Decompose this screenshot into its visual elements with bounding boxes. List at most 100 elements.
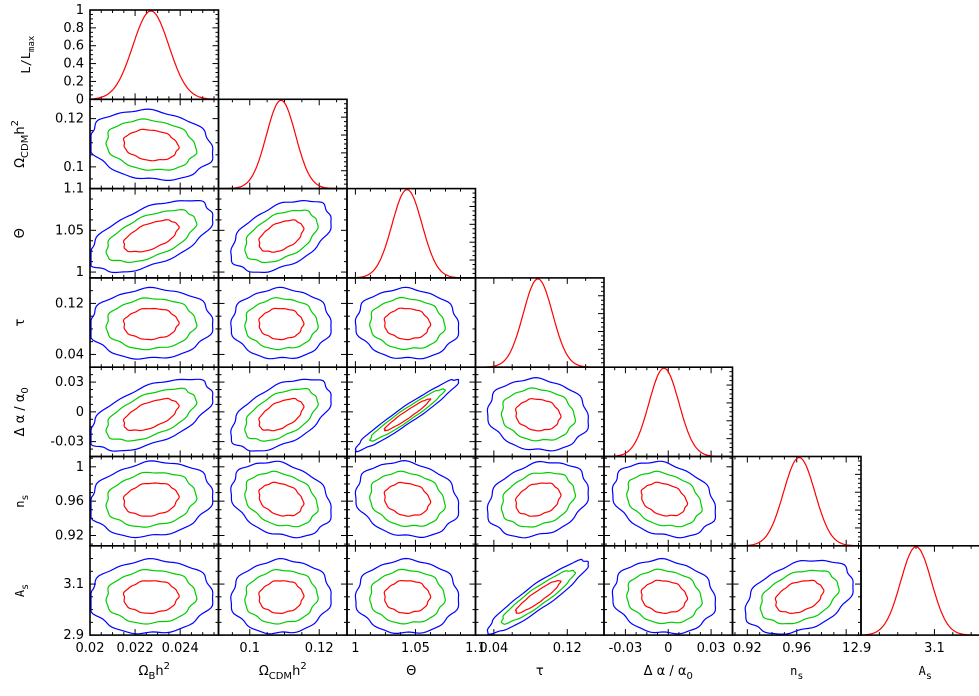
contour-1sigma-tau-alpha bbox=[514, 398, 562, 432]
x-tick-label: -0.03 bbox=[609, 641, 643, 656]
panel-frame bbox=[89, 187, 220, 279]
x-tick-label: 1.1 bbox=[465, 641, 486, 656]
x-tick-label: 1 bbox=[351, 641, 359, 656]
contour-3sigma-tau-ns bbox=[486, 460, 590, 539]
contour-1sigma-omb-alpha bbox=[122, 397, 180, 432]
panel-frame bbox=[346, 187, 477, 279]
contour-3sigma-omb-ns bbox=[90, 460, 214, 539]
contour-2sigma-tau-ns bbox=[500, 472, 577, 528]
contour-3sigma-omb-tau bbox=[90, 286, 214, 360]
likelihood-curve-theta bbox=[347, 188, 476, 279]
y-tick-label: 0.1 bbox=[63, 160, 84, 175]
contour-2sigma-tau-As bbox=[500, 569, 577, 625]
y-axis-label-tau: τ bbox=[13, 318, 28, 326]
contour-3sigma-tau-As bbox=[486, 558, 590, 635]
contour-3sigma-omc-alpha bbox=[230, 378, 332, 452]
contour-2sigma-omb-As bbox=[105, 568, 198, 625]
contour-1sigma-omb-ns bbox=[122, 482, 180, 517]
panel-frame bbox=[474, 366, 605, 458]
contour-3sigma-omb-alpha bbox=[90, 378, 214, 452]
contour-2sigma-omc-alpha bbox=[244, 387, 319, 442]
likelihood-curve-tau bbox=[475, 278, 604, 368]
panel-frame bbox=[89, 277, 220, 368]
contour-1sigma-omb-As bbox=[122, 580, 180, 614]
contour-3sigma-omc-tau bbox=[230, 286, 332, 360]
contour-2sigma-omc-tau bbox=[244, 297, 319, 351]
x-tick-label: 0.024 bbox=[162, 641, 199, 656]
panel-frame bbox=[603, 544, 734, 636]
y-tick-label: 2.9 bbox=[63, 628, 84, 643]
x-axis-label-omc: ΩCDMh2 bbox=[259, 661, 307, 682]
likelihood-curve-alpha bbox=[604, 367, 733, 458]
likelihood-curve-omc bbox=[218, 99, 347, 190]
y-axis-label-As: As bbox=[13, 584, 31, 597]
contour-1sigma-alpha-As bbox=[640, 579, 689, 615]
contour-3sigma-theta-As bbox=[354, 557, 460, 634]
x-tick-label: 0.03 bbox=[697, 641, 726, 656]
contour-2sigma-omb-theta bbox=[105, 208, 198, 264]
contour-2sigma-omb-omc bbox=[105, 118, 198, 171]
contour-3sigma-omb-theta bbox=[90, 200, 214, 274]
y-tick-label: 0.12 bbox=[55, 296, 84, 311]
contour-3sigma-omc-ns bbox=[230, 460, 332, 539]
likelihood-curve-ns bbox=[732, 456, 861, 547]
y-tick-label: 0.04 bbox=[55, 347, 84, 362]
y-tick-label: 0.8 bbox=[63, 21, 84, 36]
panel-frame bbox=[89, 98, 220, 190]
y-tick-label: 0.92 bbox=[55, 528, 84, 543]
x-axis-label-ns: ns bbox=[790, 664, 803, 682]
contour-1sigma-tau-ns bbox=[514, 482, 562, 517]
x-axis-label-alpha: Δ α / α0 bbox=[644, 664, 693, 682]
contour-1sigma-theta-As bbox=[383, 579, 432, 614]
x-tick-label: 0.12 bbox=[305, 641, 334, 656]
contour-3sigma-omb-omc bbox=[90, 108, 214, 181]
y-tick-label: 1 bbox=[76, 460, 84, 475]
y-axis-label-likelihood: L/Lmax bbox=[19, 35, 37, 74]
contour-2sigma-theta-As bbox=[369, 568, 446, 625]
contour-3sigma-ns-As bbox=[744, 559, 854, 635]
y-tick-label: 1.05 bbox=[55, 223, 84, 238]
contour-2sigma-omb-tau bbox=[105, 297, 198, 351]
contour-1sigma-omc-tau bbox=[258, 307, 305, 341]
contour-1sigma-theta-tau bbox=[383, 307, 432, 341]
x-tick-label: 0.1 bbox=[239, 641, 260, 656]
panel-frame bbox=[474, 544, 605, 636]
x-tick-label: 0.022 bbox=[116, 641, 153, 656]
y-tick-label: 0.12 bbox=[55, 112, 84, 127]
likelihood-curve-omb bbox=[89, 10, 219, 100]
y-tick-label: 3.1 bbox=[63, 577, 84, 592]
panel-frame bbox=[89, 366, 220, 458]
x-tick-label: 2.9 bbox=[851, 641, 872, 656]
x-tick-label: 0.92 bbox=[733, 641, 762, 656]
contour-3sigma-omc-As bbox=[230, 557, 332, 635]
y-tick-label: -0.03 bbox=[50, 435, 84, 450]
y-tick-label: 0.4 bbox=[63, 57, 84, 72]
contour-2sigma-alpha-As bbox=[626, 568, 703, 625]
y-tick-label: 0.6 bbox=[63, 39, 84, 54]
y-tick-label: 0 bbox=[76, 92, 84, 107]
x-tick-label: 3.1 bbox=[924, 641, 945, 656]
x-tick-label: 1.05 bbox=[401, 641, 430, 656]
y-tick-label: 0.2 bbox=[63, 74, 84, 89]
y-tick-label: 0.03 bbox=[55, 375, 84, 390]
panel-frame bbox=[731, 455, 862, 547]
x-tick-label: 0.02 bbox=[76, 641, 105, 656]
y-tick-label: 0.96 bbox=[55, 494, 84, 509]
x-axis-label-tau: τ bbox=[536, 664, 544, 679]
contour-3sigma-theta-alpha bbox=[354, 378, 460, 453]
x-axis-label-omb: ΩBh2 bbox=[139, 661, 170, 682]
panel-frame bbox=[346, 277, 477, 368]
x-axis-label-theta: Θ bbox=[406, 664, 416, 679]
contour-2sigma-theta-tau bbox=[369, 297, 446, 351]
y-tick-label: 1.1 bbox=[63, 182, 84, 197]
contour-2sigma-alpha-ns bbox=[626, 470, 703, 528]
contour-1sigma-omc-As bbox=[258, 580, 305, 614]
contour-3sigma-alpha-ns bbox=[611, 460, 717, 539]
y-axis-label-theta: Θ bbox=[13, 228, 28, 238]
panel-frame bbox=[217, 277, 348, 368]
x-axis-label-As: As bbox=[919, 664, 932, 682]
contour-3sigma-tau-alpha bbox=[486, 376, 590, 452]
contour-1sigma-ns-As bbox=[774, 579, 825, 615]
panel-frame bbox=[474, 277, 605, 368]
